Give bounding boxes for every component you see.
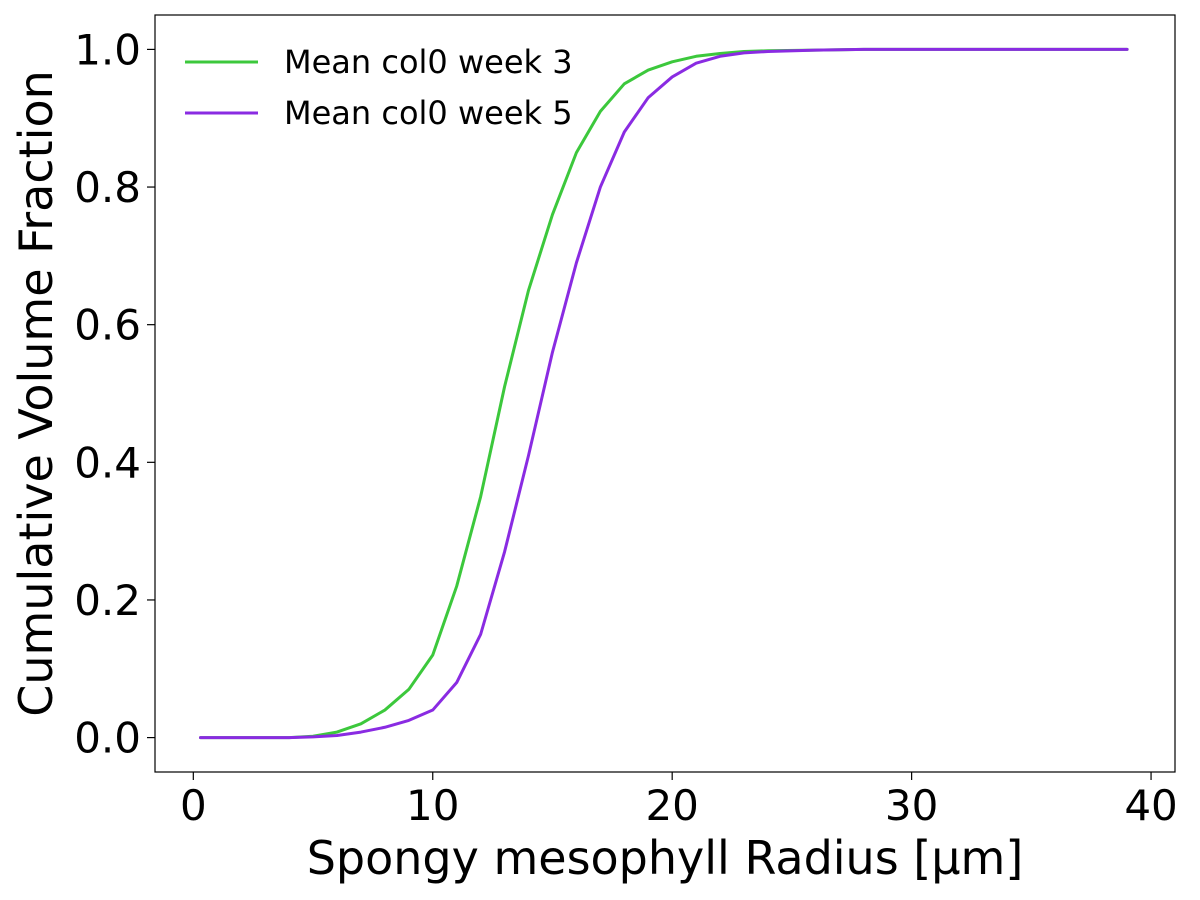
x-tick-label: 0 (180, 781, 207, 830)
y-tick-label: 0.6 (74, 301, 141, 350)
y-axis-ticks: 0.0 0.2 0.4 0.6 0.8 1.0 (74, 25, 155, 763)
x-tick-label: 10 (406, 781, 459, 830)
y-tick-label: 0.4 (74, 438, 141, 487)
plot-frame (154, 14, 1176, 773)
x-tick-label: 20 (645, 781, 698, 830)
y-tick-label: 0.8 (74, 163, 141, 212)
series-layer (198, 47, 1129, 740)
series-line-2 (198, 47, 1129, 740)
legend-label-1: Mean col0 week 3 (284, 43, 573, 81)
y-tick-label: 0.0 (74, 714, 141, 763)
series-line-1 (198, 47, 1129, 740)
x-tick-label: 40 (1124, 781, 1177, 830)
y-tick-label: 0.2 (74, 576, 141, 625)
y-axis-label: Cumulative Volume Fraction (9, 70, 63, 717)
x-tick-label: 30 (885, 781, 938, 830)
legend-label-2: Mean col0 week 5 (284, 94, 573, 132)
legend: Mean col0 week 3 Mean col0 week 5 (185, 43, 573, 132)
x-axis-ticks: 0 10 20 30 40 (180, 772, 1178, 830)
y-tick-label: 1.0 (74, 25, 141, 74)
x-axis-label: Spongy mesophyll Radius [μm] (307, 831, 1024, 885)
